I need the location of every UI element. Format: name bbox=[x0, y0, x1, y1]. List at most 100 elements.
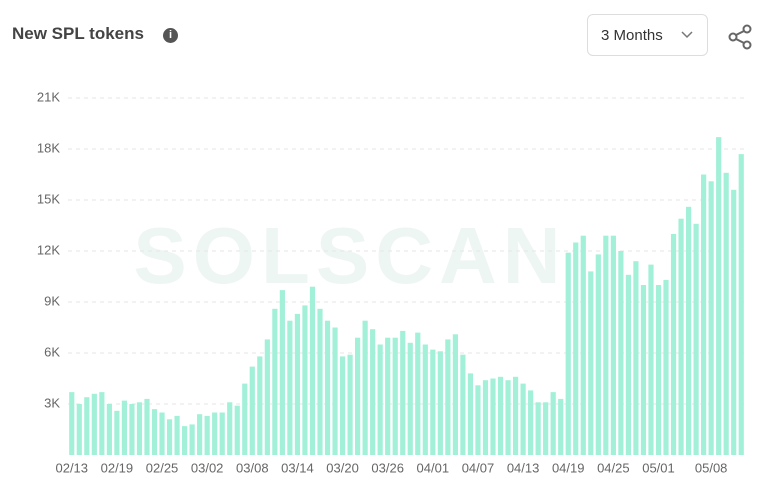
x-tick-label: 04/25 bbox=[597, 460, 630, 475]
bar bbox=[121, 400, 128, 455]
bar bbox=[69, 392, 75, 455]
range-label: 3 Months bbox=[601, 27, 663, 44]
bar bbox=[174, 415, 180, 455]
bar bbox=[505, 380, 511, 455]
bar bbox=[370, 329, 376, 455]
bar bbox=[385, 337, 391, 455]
chevron bbox=[681, 31, 693, 39]
bar bbox=[460, 354, 466, 455]
x-tick-label: 02/19 bbox=[101, 460, 134, 475]
range-dropdown[interactable]: 3 Months bbox=[587, 14, 708, 56]
bar bbox=[663, 279, 669, 455]
bar bbox=[731, 189, 737, 456]
bar bbox=[482, 380, 489, 455]
bar bbox=[685, 206, 692, 455]
bar bbox=[603, 235, 609, 455]
x-tick-label: 04/13 bbox=[507, 460, 540, 475]
bar bbox=[302, 305, 308, 455]
bar bbox=[347, 354, 353, 455]
bar bbox=[76, 404, 82, 455]
bar bbox=[84, 397, 90, 455]
bar bbox=[708, 181, 714, 456]
bar bbox=[678, 218, 684, 455]
bar bbox=[355, 337, 361, 455]
bar bbox=[407, 342, 413, 455]
bar bbox=[136, 402, 143, 455]
bar bbox=[249, 366, 255, 455]
bar bbox=[377, 344, 383, 455]
bar bbox=[234, 405, 240, 455]
bar bbox=[422, 344, 428, 455]
bar bbox=[738, 154, 744, 455]
bar bbox=[287, 320, 293, 455]
bar bbox=[279, 290, 285, 455]
x-tick-label: 03/14 bbox=[281, 460, 314, 475]
bar bbox=[475, 385, 481, 455]
y-tick-label: 3K bbox=[44, 395, 60, 410]
bar bbox=[114, 410, 120, 455]
bar bbox=[490, 378, 496, 455]
x-tick-label: 02/13 bbox=[55, 460, 88, 475]
y-tick-label: 6K bbox=[44, 344, 60, 359]
y-tick-label: 18K bbox=[37, 140, 60, 155]
bar bbox=[558, 398, 564, 455]
bar bbox=[655, 285, 662, 455]
bar bbox=[189, 424, 195, 455]
bar bbox=[625, 274, 632, 455]
x-tick-label: 04/19 bbox=[552, 460, 585, 475]
bar bbox=[144, 398, 150, 455]
bar bbox=[294, 313, 301, 455]
bar bbox=[151, 409, 158, 455]
info-icon[interactable]: i bbox=[163, 28, 178, 43]
bar bbox=[723, 172, 729, 456]
bar bbox=[445, 339, 451, 455]
bar bbox=[633, 261, 639, 455]
bar bbox=[550, 392, 556, 455]
bar bbox=[317, 308, 323, 455]
watermark: SOLSCAN bbox=[133, 211, 566, 300]
y-tick-label: 9K bbox=[44, 293, 60, 308]
bar bbox=[648, 264, 654, 455]
bar bbox=[197, 414, 203, 455]
bar bbox=[512, 376, 519, 455]
bar bbox=[670, 234, 677, 455]
y-tick-label: 15K bbox=[37, 191, 60, 206]
card-title: New SPL tokens bbox=[12, 24, 144, 43]
x-tick-label: 03/26 bbox=[371, 460, 404, 475]
bar bbox=[595, 254, 601, 455]
bar bbox=[573, 242, 579, 455]
share-icon[interactable] bbox=[728, 24, 754, 50]
bar bbox=[264, 339, 270, 455]
bar bbox=[588, 271, 594, 455]
x-tick-label: 02/25 bbox=[146, 460, 179, 475]
bar bbox=[309, 286, 316, 455]
x-tick-label: 05/01 bbox=[642, 460, 675, 475]
bar bbox=[106, 404, 112, 455]
bar bbox=[204, 415, 210, 455]
bar bbox=[242, 383, 248, 455]
bar bbox=[701, 174, 707, 455]
x-tick-label: 03/02 bbox=[191, 460, 224, 475]
bar bbox=[543, 402, 549, 455]
x-tick-label: 03/20 bbox=[326, 460, 359, 475]
bar bbox=[99, 392, 105, 455]
bar bbox=[159, 412, 165, 455]
bar bbox=[332, 327, 338, 455]
bar bbox=[212, 412, 218, 455]
x-tick-label: 05/08 bbox=[695, 460, 728, 475]
bar bbox=[129, 404, 135, 455]
bar bbox=[257, 356, 263, 455]
bar bbox=[535, 402, 541, 455]
bar bbox=[610, 235, 616, 455]
x-tick-label: 04/07 bbox=[462, 460, 495, 475]
y-tick-label: 21K bbox=[37, 89, 60, 104]
bar bbox=[272, 308, 278, 455]
bar bbox=[497, 376, 504, 455]
bar bbox=[227, 402, 233, 455]
bar bbox=[528, 390, 534, 455]
y-tick-label: 12K bbox=[37, 242, 60, 257]
bar bbox=[437, 351, 443, 455]
bar bbox=[324, 320, 331, 455]
